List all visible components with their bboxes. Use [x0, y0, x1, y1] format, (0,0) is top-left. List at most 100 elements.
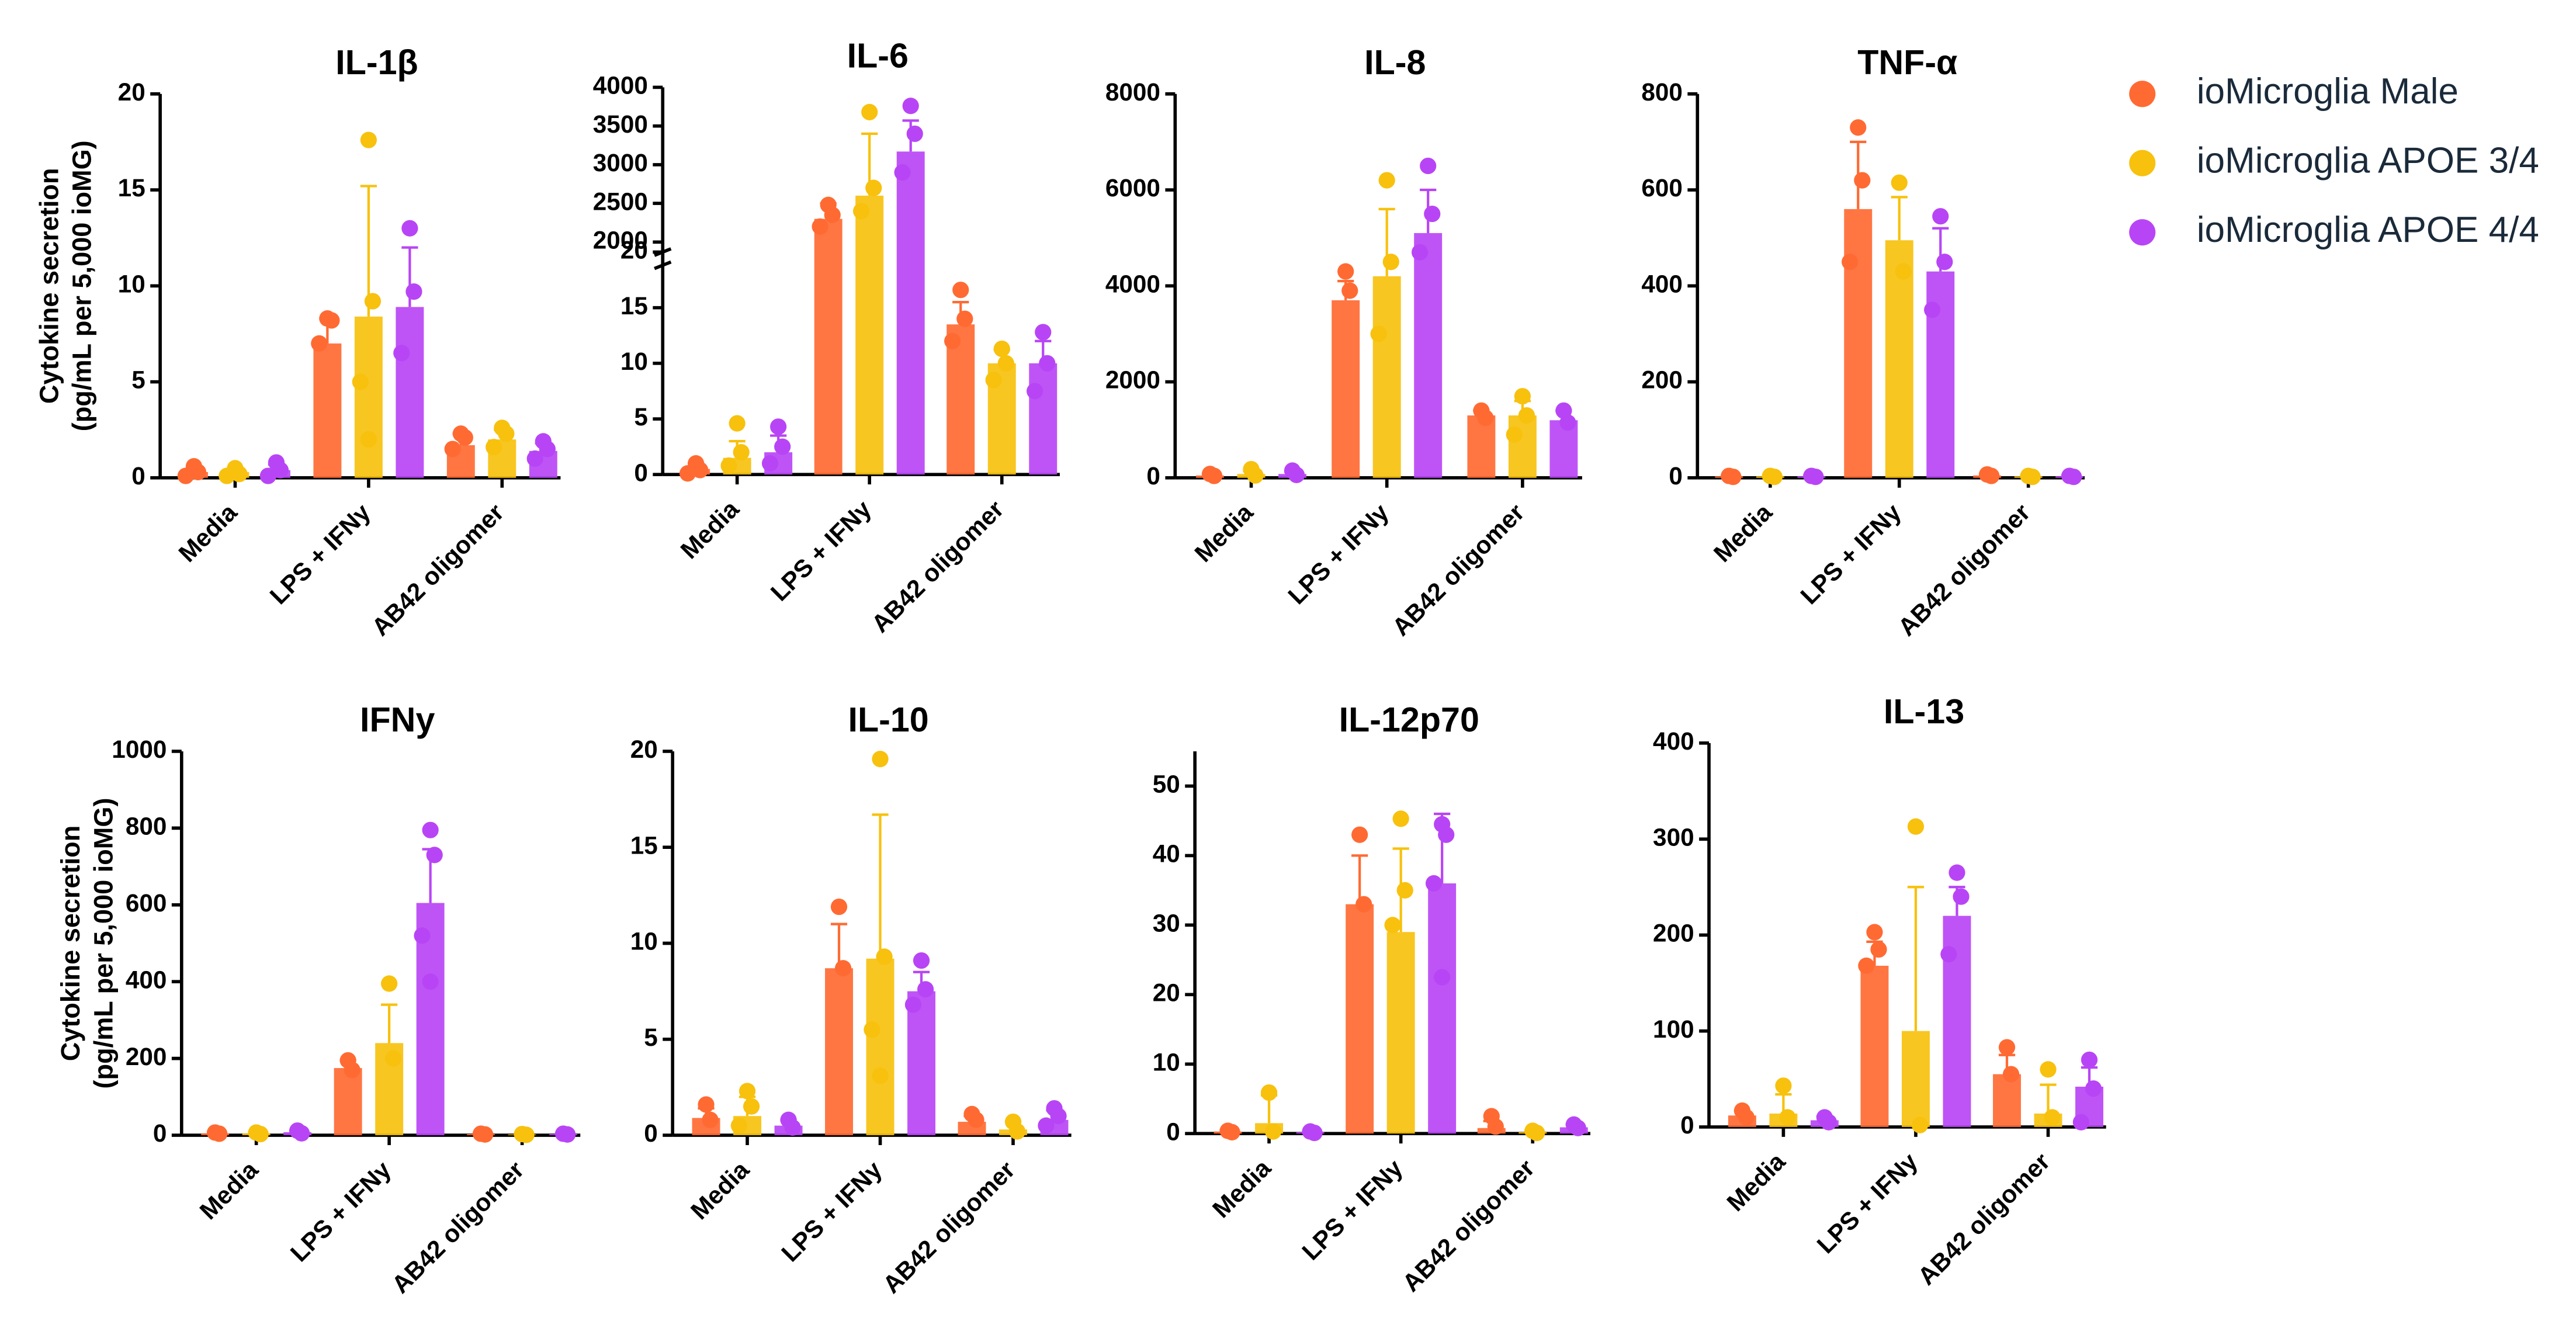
- data-point: [2002, 1066, 2020, 1083]
- data-point: [698, 1096, 715, 1113]
- data-point: [743, 1098, 760, 1115]
- bar: [947, 324, 975, 475]
- data-point: [486, 439, 502, 456]
- x-tick-label: AB42 oligomer: [1912, 1147, 2055, 1290]
- data-point: [1842, 254, 1859, 271]
- y-axis-label: Cytokine secretion: [34, 168, 64, 404]
- data-point: [1998, 1039, 2016, 1056]
- chart-title: IL-10: [848, 700, 929, 739]
- y-tick-label: 5: [644, 1024, 658, 1051]
- data-point: [1518, 407, 1535, 424]
- data-point: [477, 1126, 494, 1143]
- data-point: [1850, 119, 1867, 136]
- bar: [1844, 209, 1873, 478]
- data-point: [904, 996, 922, 1013]
- bar: [1029, 363, 1058, 475]
- data-point: [830, 898, 848, 916]
- bar: [1901, 1031, 1930, 1127]
- data-point: [526, 450, 543, 467]
- x-tick-label: Media: [1190, 498, 1258, 567]
- data-point: [1288, 466, 1305, 484]
- bar: [1428, 883, 1457, 1134]
- data-point: [1528, 1124, 1545, 1142]
- x-tick-label: AB42 oligomer: [366, 498, 509, 641]
- data-point: [1949, 864, 1965, 881]
- data-point: [426, 847, 443, 864]
- data-point: [1027, 383, 1043, 400]
- data-point: [1247, 467, 1264, 484]
- bar: [354, 316, 383, 478]
- data-point: [1265, 1123, 1282, 1140]
- data-point: [1569, 1119, 1586, 1136]
- x-tick-label: LPS + IFNy: [265, 498, 376, 610]
- data-point: [518, 1126, 535, 1143]
- data-point: [692, 462, 709, 479]
- data-point: [944, 332, 961, 349]
- legend-marker: [2129, 81, 2156, 108]
- data-point: [2072, 1114, 2090, 1131]
- data-point: [1983, 467, 2000, 484]
- y-tick-label: 600: [126, 889, 167, 917]
- y-tick-label: 2000: [593, 226, 648, 254]
- data-point: [1807, 469, 1824, 486]
- chart-title: IL-12p70: [1339, 700, 1479, 739]
- data-point: [733, 444, 750, 461]
- data-point: [272, 462, 289, 479]
- data-point: [761, 455, 779, 472]
- chart-title: IL-13: [1884, 692, 1964, 731]
- y-tick-label: 100: [1653, 1015, 1694, 1043]
- y-tick-label: 0: [634, 459, 648, 486]
- y-tick-label: 800: [126, 813, 167, 840]
- data-point: [1924, 301, 1941, 318]
- y-tick-label: 10: [630, 928, 658, 955]
- data-point: [393, 345, 410, 362]
- chart-title: IL-8: [1364, 43, 1426, 82]
- y-tick-label: 10: [620, 348, 648, 375]
- data-point: [876, 948, 893, 965]
- x-tick-label: Media: [675, 495, 744, 564]
- data-point: [917, 981, 934, 998]
- data-point: [679, 465, 696, 482]
- data-point: [997, 355, 1014, 372]
- data-point: [1306, 1124, 1323, 1142]
- data-point: [872, 751, 889, 768]
- bar: [1885, 240, 1913, 478]
- bar: [855, 195, 884, 475]
- data-point: [1035, 324, 1052, 341]
- y-tick-label: 20: [1153, 979, 1180, 1006]
- y-tick-label: 30: [1153, 910, 1180, 937]
- data-point: [1858, 957, 1875, 975]
- data-point: [1866, 924, 1883, 941]
- bar: [896, 151, 925, 475]
- y-tick-label: 0: [1680, 1111, 1694, 1139]
- data-point: [985, 372, 1002, 389]
- bar: [1993, 1074, 2021, 1127]
- y-tick-label: 0: [131, 462, 145, 490]
- legend-marker: [2129, 219, 2156, 246]
- data-point: [385, 1050, 402, 1067]
- x-tick-label: AB42 oligomer: [1387, 498, 1530, 641]
- data-point: [559, 1126, 576, 1143]
- x-tick-label: LPS + IFNy: [285, 1156, 397, 1267]
- legend-label: ioMicroglia Male: [2197, 71, 2459, 112]
- data-point: [852, 203, 870, 220]
- bar: [1386, 932, 1415, 1134]
- data-point: [1424, 205, 1441, 223]
- bar: [866, 958, 895, 1136]
- data-point: [1477, 410, 1494, 427]
- axis-break: [654, 260, 672, 271]
- data-point: [1341, 282, 1358, 299]
- data-point: [1514, 388, 1531, 405]
- y-tick-label: 800: [1641, 78, 1683, 106]
- data-point: [2040, 1061, 2057, 1078]
- x-tick-label: Media: [195, 1156, 264, 1225]
- data-point: [1895, 263, 1912, 280]
- y-tick-label: 400: [126, 966, 167, 993]
- x-tick-label: LPS + IFNy: [1812, 1147, 1923, 1259]
- data-point: [539, 441, 556, 457]
- y-tick-label: 15: [630, 831, 658, 859]
- y-tick-label: 15: [620, 292, 648, 320]
- data-point: [834, 960, 852, 977]
- data-point: [1911, 1117, 1929, 1133]
